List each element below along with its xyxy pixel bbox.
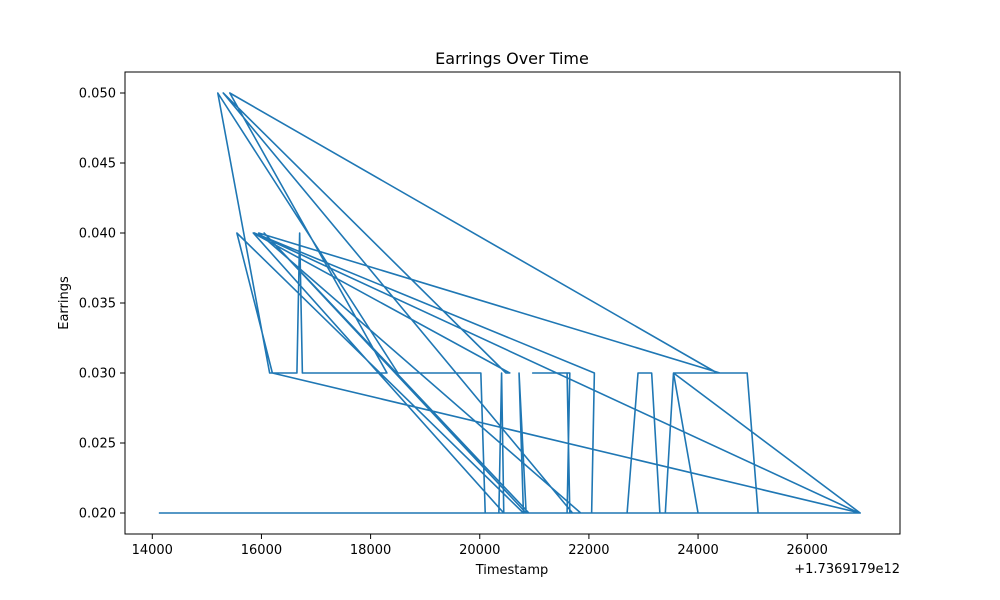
x-tick-label: 18000 (350, 543, 391, 558)
x-tick-label: 22000 (568, 543, 609, 558)
plot-area (125, 72, 900, 534)
x-tick-label: 24000 (677, 543, 718, 558)
series-layer (158, 92, 861, 514)
chart-title: Earrings Over Time (435, 49, 589, 68)
x-tick-label: 20000 (459, 543, 500, 558)
y-tick-label: 0.040 (79, 227, 116, 242)
y-axis-title: Earrings (57, 276, 72, 330)
y-tick-label: 0.050 (79, 87, 116, 102)
x-tick-label: 16000 (241, 543, 282, 558)
y-tick-label: 0.035 (79, 297, 116, 312)
y-axis: 0.020 0.025 0.030 0.035 0.040 0.045 0.050 (79, 87, 125, 522)
x-axis-offset-label: +1.7369179e12 (794, 562, 900, 577)
x-tick-label: 14000 (132, 543, 173, 558)
y-tick-label: 0.030 (79, 367, 116, 382)
y-tick-label: 0.025 (79, 437, 116, 452)
x-axis-title: Timestamp (475, 563, 549, 578)
x-axis: 14000 16000 18000 20000 22000 24000 26000 (132, 534, 828, 558)
y-tick-label: 0.020 (79, 507, 116, 522)
y-tick-label: 0.045 (79, 157, 116, 172)
series-line-0 (158, 92, 861, 514)
x-tick-label: 26000 (787, 543, 828, 558)
